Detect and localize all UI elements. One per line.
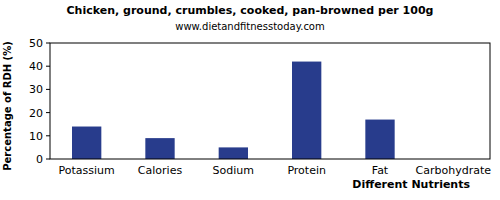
y-tick-label: 0 xyxy=(36,153,43,166)
y-tick-label: 20 xyxy=(29,107,43,120)
x-tick-label: Protein xyxy=(287,164,326,177)
bar xyxy=(219,147,248,159)
y-tick xyxy=(46,89,50,90)
chart-container: Chicken, ground, crumbles, cooked, pan-b… xyxy=(0,0,500,200)
y-tick xyxy=(46,66,50,67)
x-axis-label: Different Nutrients xyxy=(352,178,470,191)
x-tick-label: Potassium xyxy=(59,164,115,177)
y-tick xyxy=(46,112,50,113)
y-tick-label: 30 xyxy=(29,83,43,96)
x-tick-label: Sodium xyxy=(213,164,254,177)
y-tick xyxy=(46,135,50,136)
subtitle: www.dietandfitnesstoday.com xyxy=(175,21,324,32)
bar xyxy=(145,138,174,159)
y-tick-label: 40 xyxy=(29,60,43,73)
x-tick-label: Calories xyxy=(138,164,183,177)
bar xyxy=(365,120,394,159)
bar xyxy=(72,127,101,159)
y-tick-label: 10 xyxy=(29,130,43,143)
y-axis-label: Percentage of RDH (%) xyxy=(2,41,13,171)
bar xyxy=(292,62,321,159)
x-tick-label: Carbohydrate xyxy=(416,164,492,177)
title: Chicken, ground, crumbles, cooked, pan-b… xyxy=(67,4,434,17)
y-tick xyxy=(46,159,50,160)
y-tick xyxy=(46,43,50,44)
y-tick-label: 50 xyxy=(29,37,43,50)
x-tick-label: Fat xyxy=(372,164,389,177)
plot-frame xyxy=(50,43,490,159)
bars xyxy=(72,62,395,159)
chart-svg: Chicken, ground, crumbles, cooked, pan-b… xyxy=(0,0,500,200)
